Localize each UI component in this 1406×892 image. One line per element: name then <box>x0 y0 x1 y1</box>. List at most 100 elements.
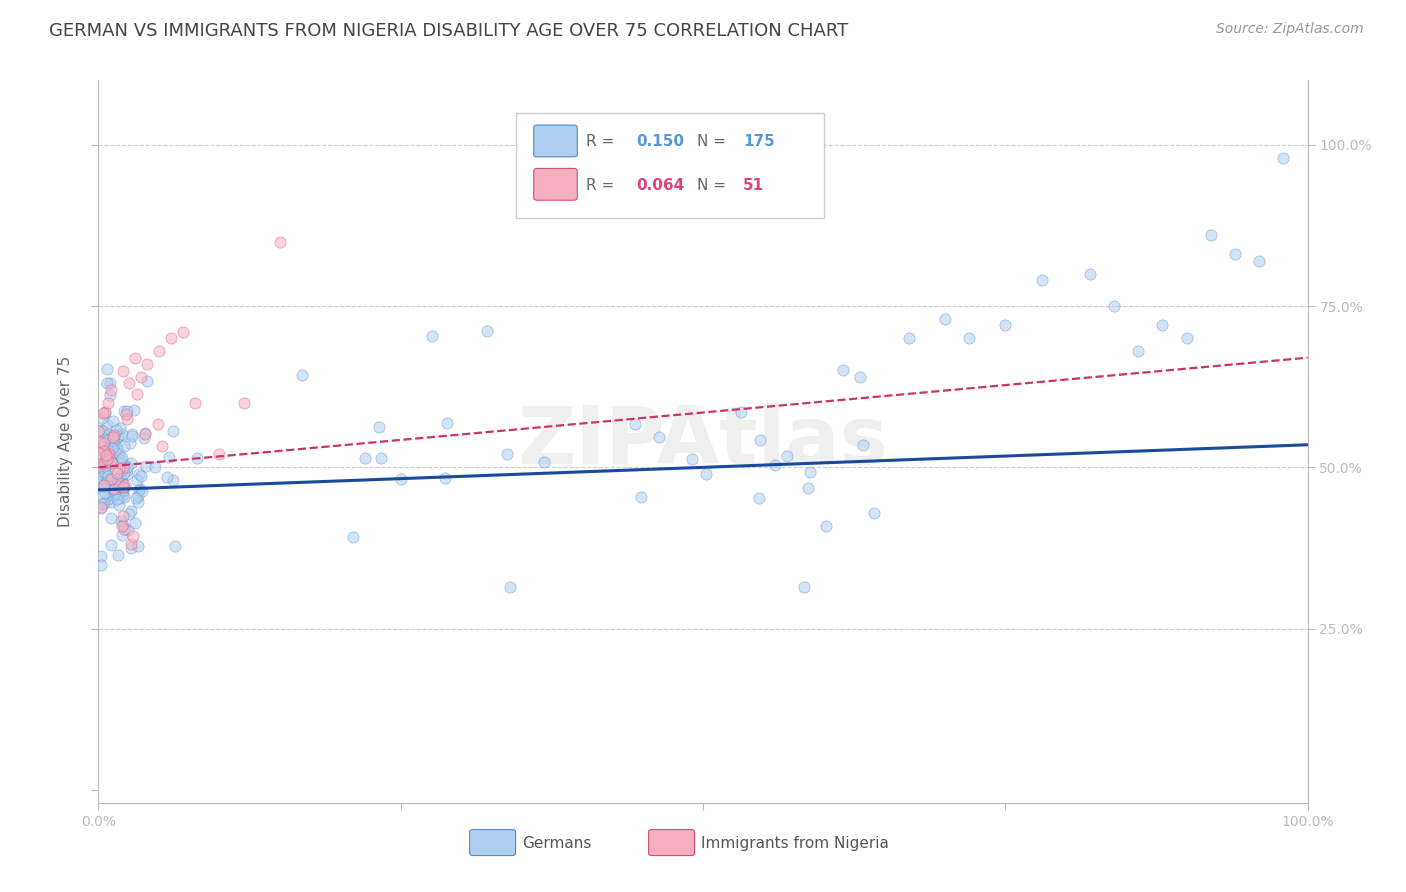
Point <box>146 417 169 431</box>
Point <box>763 458 786 472</box>
Point <box>100 472 122 486</box>
Point <box>110 421 132 435</box>
Point <box>107 548 129 562</box>
Text: Source: ZipAtlas.com: Source: ZipAtlas.com <box>1216 22 1364 37</box>
Point <box>94 451 117 466</box>
Point <box>994 318 1017 333</box>
Point <box>184 396 207 410</box>
Point <box>291 368 314 383</box>
Point <box>799 465 821 479</box>
Point <box>104 480 127 494</box>
Point <box>112 480 135 494</box>
FancyBboxPatch shape <box>534 125 578 157</box>
Point <box>104 486 127 500</box>
Point <box>108 428 131 442</box>
Point <box>111 460 134 475</box>
Point <box>97 462 120 476</box>
Point <box>162 473 184 487</box>
Point <box>115 459 138 474</box>
Point <box>623 417 645 432</box>
Point <box>93 496 115 510</box>
Point <box>101 456 124 470</box>
Point <box>533 455 555 469</box>
Point <box>97 434 120 448</box>
Point <box>111 450 134 465</box>
Point <box>114 478 136 492</box>
Point <box>630 491 652 505</box>
Point <box>112 483 135 497</box>
Point <box>117 523 139 537</box>
Point <box>108 479 131 493</box>
Point <box>98 454 121 468</box>
Point <box>681 451 703 466</box>
Point <box>93 444 115 458</box>
Point <box>1102 299 1125 313</box>
Point <box>96 361 118 376</box>
Point <box>120 541 142 556</box>
Point <box>186 450 208 465</box>
Point <box>118 436 141 450</box>
Point <box>1272 151 1295 165</box>
Point <box>115 463 138 477</box>
Point <box>101 430 124 444</box>
Point <box>1199 228 1222 243</box>
Text: R =: R = <box>586 178 619 193</box>
Point <box>94 486 117 500</box>
Point <box>105 491 128 506</box>
Point <box>120 504 142 518</box>
Point <box>89 434 111 449</box>
Point <box>100 383 122 397</box>
Point <box>104 484 127 499</box>
Text: Germans: Germans <box>522 836 591 851</box>
Point <box>94 448 117 462</box>
Point <box>730 405 752 419</box>
Point <box>96 417 118 432</box>
Point <box>134 431 156 445</box>
Point <box>124 351 146 365</box>
Point <box>94 457 117 471</box>
Point <box>100 480 122 494</box>
Point <box>112 509 135 524</box>
Point <box>389 472 412 486</box>
Point <box>108 446 131 460</box>
Point <box>793 580 815 594</box>
Point <box>90 500 112 515</box>
Point <box>97 492 120 507</box>
Point <box>105 474 128 488</box>
FancyBboxPatch shape <box>534 169 578 200</box>
Point <box>120 456 142 470</box>
Point <box>172 325 194 339</box>
Point <box>163 539 186 553</box>
Text: ZIPAtlas: ZIPAtlas <box>517 402 889 481</box>
Point <box>107 471 129 485</box>
Point <box>934 312 956 326</box>
Point <box>125 491 148 506</box>
Point <box>97 396 120 410</box>
Text: R =: R = <box>586 134 619 149</box>
Point <box>87 446 110 460</box>
Point <box>90 500 112 515</box>
Point <box>135 357 157 371</box>
Point <box>120 537 142 551</box>
Point <box>93 479 115 493</box>
FancyBboxPatch shape <box>470 830 516 855</box>
Point <box>91 410 114 425</box>
Point <box>96 442 118 456</box>
Point <box>111 426 134 441</box>
Text: 0.064: 0.064 <box>637 178 685 193</box>
Point <box>1031 273 1053 287</box>
FancyBboxPatch shape <box>516 112 824 218</box>
Point <box>145 460 167 475</box>
Point <box>849 370 872 384</box>
Point <box>103 486 125 500</box>
Point <box>124 516 146 531</box>
Point <box>110 515 132 529</box>
Point <box>96 475 118 489</box>
Point <box>150 439 173 453</box>
Point <box>94 459 117 474</box>
Point <box>91 440 114 454</box>
Point <box>136 374 159 388</box>
Point <box>94 448 117 462</box>
Point <box>129 483 152 497</box>
Point <box>94 458 117 473</box>
